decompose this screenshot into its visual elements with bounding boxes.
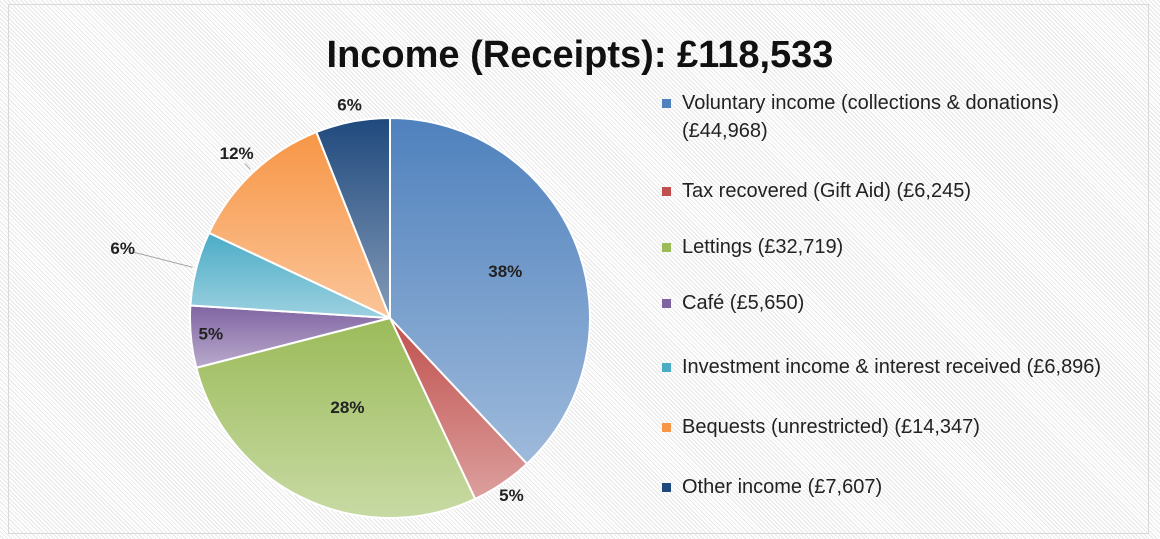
legend-swatch [662, 99, 671, 108]
legend-swatch [662, 299, 671, 308]
legend-label: Bequests (unrestricted) (£14,347) [682, 416, 980, 438]
legend-label: Investment income & interest received (£… [682, 356, 1102, 378]
pie-slice [195, 316, 477, 519]
legend-swatch [662, 187, 671, 196]
chart-frame [8, 4, 1149, 534]
legend-item: Lettings (£32,719) [662, 233, 1132, 261]
legend-label: Voluntary income (collections & donation… [682, 92, 1059, 142]
legend-item: Bequests (unrestricted) (£14,347) [662, 413, 1132, 441]
legend-label: Café (£5,650) [682, 292, 805, 314]
leader-line [134, 251, 193, 268]
legend-item: Investment income & interest received (£… [662, 353, 1132, 381]
data-label: 6% [110, 239, 135, 258]
data-label: 12% [220, 144, 254, 163]
legend-swatch [662, 423, 671, 432]
chart-title: Income (Receipts): £118,533 [326, 34, 834, 76]
data-label: 6% [337, 95, 362, 114]
data-label: 28% [330, 398, 364, 417]
leader-line [244, 163, 251, 170]
data-label: 5% [499, 486, 524, 505]
legend-swatch [662, 363, 671, 372]
legend-item: Other income (£7,607) [662, 473, 1132, 501]
data-label: 5% [199, 324, 224, 343]
legend-label: Tax recovered (Gift Aid) (£6,245) [682, 180, 972, 202]
legend-label: Lettings (£32,719) [682, 236, 844, 258]
pie-slice [207, 130, 392, 320]
legend-swatch [662, 483, 671, 492]
legend-item: Café (£5,650) [662, 289, 1132, 317]
data-label: 38% [488, 262, 522, 281]
legend-swatch [662, 243, 671, 252]
legend-label: Other income (£7,607) [682, 476, 883, 498]
legend-item: Tax recovered (Gift Aid) (£6,245) [662, 177, 1132, 205]
pie-slice [389, 116, 591, 466]
legend-item: Voluntary income (collections & donation… [662, 89, 1132, 145]
pie-slice [315, 116, 391, 319]
